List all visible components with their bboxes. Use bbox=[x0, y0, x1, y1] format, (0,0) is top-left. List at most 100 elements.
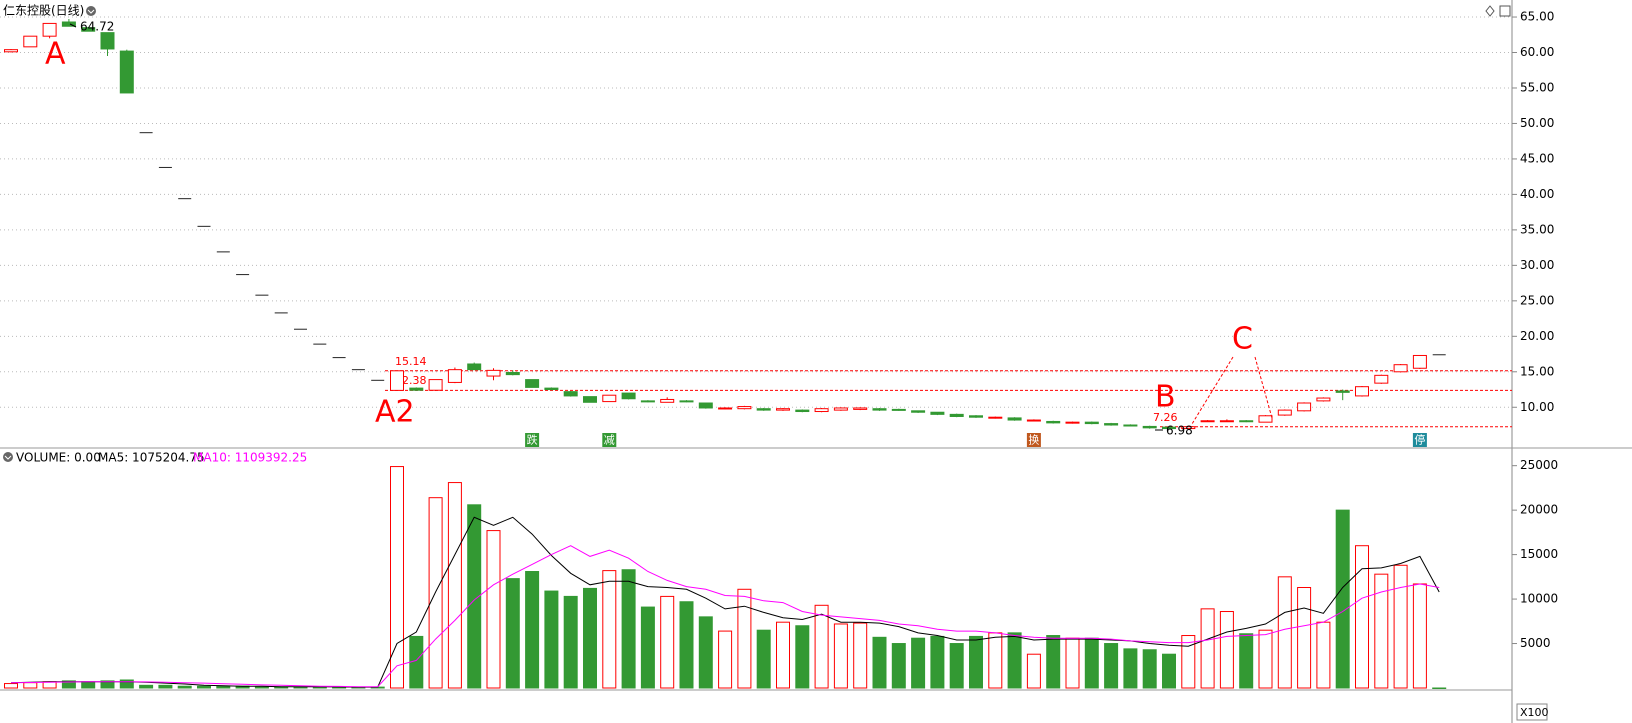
volume-bar bbox=[1104, 643, 1119, 689]
candle-body bbox=[1335, 390, 1350, 393]
dropdown-arrow bbox=[87, 9, 95, 14]
volume-bar bbox=[1297, 587, 1312, 689]
reference-label: 7.26 bbox=[1153, 411, 1178, 424]
candle-body bbox=[525, 379, 540, 388]
annotation: B bbox=[1155, 380, 1176, 415]
candle-body bbox=[1297, 402, 1312, 412]
volume-bar bbox=[1046, 635, 1061, 689]
candle-body bbox=[969, 415, 983, 418]
dropdown-arrow bbox=[4, 455, 12, 460]
y-tick-label: 25000 bbox=[1520, 458, 1558, 472]
volume-bar bbox=[1123, 648, 1138, 689]
candle-body bbox=[911, 410, 926, 413]
volume-bar bbox=[390, 466, 404, 689]
diamond-icon[interactable] bbox=[1485, 5, 1495, 17]
candle-body bbox=[1065, 421, 1080, 424]
volume-bar bbox=[660, 595, 675, 689]
volume-bar bbox=[1412, 583, 1427, 689]
toggle-icon[interactable] bbox=[1499, 5, 1511, 17]
low-label: 6.98 bbox=[1166, 424, 1193, 438]
y-tick-label: 10000 bbox=[1520, 592, 1558, 606]
candle-body bbox=[4, 49, 18, 53]
candle-body bbox=[1355, 386, 1369, 397]
candle-body bbox=[756, 408, 771, 411]
volume-bar bbox=[216, 685, 231, 689]
volume-bar bbox=[930, 635, 945, 689]
volume-bar bbox=[833, 623, 848, 689]
volume-bar bbox=[1258, 629, 1273, 689]
candle-body bbox=[583, 396, 597, 403]
candle-body bbox=[660, 398, 675, 403]
y-tick-label: 5000 bbox=[1520, 636, 1551, 650]
candle-body bbox=[988, 416, 1003, 419]
event-flag bbox=[525, 433, 540, 447]
volume-bar bbox=[139, 684, 154, 689]
volume-bar bbox=[1065, 637, 1080, 689]
y-tick-label: 55.00 bbox=[1520, 80, 1554, 94]
volume-bar bbox=[679, 601, 694, 689]
volume-bar bbox=[1007, 632, 1022, 689]
y-tick-label: 30.00 bbox=[1520, 258, 1554, 272]
candle-body bbox=[1258, 415, 1273, 423]
volume-bar bbox=[1393, 564, 1408, 689]
event-flag-label: 减 bbox=[604, 434, 615, 447]
volume-bar bbox=[61, 680, 76, 689]
event-flag bbox=[1412, 433, 1427, 447]
candle-body bbox=[409, 387, 424, 391]
volume-bar bbox=[544, 590, 559, 689]
volume-bar bbox=[1239, 633, 1254, 689]
candle-body bbox=[1181, 426, 1196, 430]
volume-bar bbox=[1355, 545, 1369, 689]
candle-body bbox=[1084, 421, 1099, 425]
volume-bar bbox=[1316, 621, 1331, 689]
volume-bar bbox=[969, 635, 983, 689]
candle-body bbox=[42, 22, 57, 37]
ma-line bbox=[10, 545, 1440, 688]
event-flag-label: 换 bbox=[1028, 433, 1039, 447]
volume-bar bbox=[1142, 649, 1157, 689]
candle-body bbox=[621, 392, 636, 400]
y-tick-label: 50.00 bbox=[1520, 116, 1554, 130]
candle-body bbox=[737, 406, 752, 410]
y-tick-label: 45.00 bbox=[1520, 151, 1554, 165]
volume-bar bbox=[814, 604, 829, 689]
candle-body bbox=[1316, 397, 1331, 402]
volume-bar bbox=[1181, 635, 1196, 689]
volume-bar bbox=[795, 625, 810, 689]
candle-body bbox=[872, 408, 887, 411]
volume-bar bbox=[525, 571, 540, 689]
volume-bar bbox=[949, 643, 964, 689]
volume-bar bbox=[583, 587, 597, 689]
candle-body bbox=[428, 379, 443, 391]
candle-body bbox=[505, 372, 520, 376]
volume-bar bbox=[640, 606, 655, 689]
candle-body bbox=[853, 407, 868, 410]
volume-bar bbox=[756, 629, 771, 689]
volume-bar bbox=[853, 622, 868, 689]
dropdown-icon[interactable] bbox=[86, 6, 96, 16]
y-tick-label: 60.00 bbox=[1520, 45, 1554, 59]
volume-bar bbox=[409, 635, 424, 689]
y-tick-label: 20.00 bbox=[1520, 329, 1554, 343]
event-flag-label: 停 bbox=[1414, 433, 1425, 447]
volume-bar bbox=[23, 682, 38, 689]
volume-bar bbox=[1219, 611, 1234, 689]
y-tick-label: 20000 bbox=[1520, 503, 1558, 517]
candle-body bbox=[1162, 426, 1176, 430]
y-tick-label: 15000 bbox=[1520, 547, 1558, 561]
volume-bar bbox=[891, 643, 906, 689]
volume-bar bbox=[602, 570, 617, 689]
volume-bar bbox=[621, 569, 636, 689]
volume-bar bbox=[197, 685, 211, 689]
volume-bar bbox=[119, 679, 134, 689]
y-tick-label: 65.00 bbox=[1520, 10, 1554, 24]
ma-line bbox=[10, 516, 1440, 688]
dropdown-icon[interactable] bbox=[3, 452, 13, 462]
volume-bar bbox=[177, 685, 192, 689]
candle-body bbox=[81, 27, 96, 32]
candle-body bbox=[698, 402, 713, 409]
volume-bar bbox=[1084, 637, 1099, 689]
candle-body bbox=[602, 394, 617, 403]
candle-body bbox=[544, 387, 559, 391]
